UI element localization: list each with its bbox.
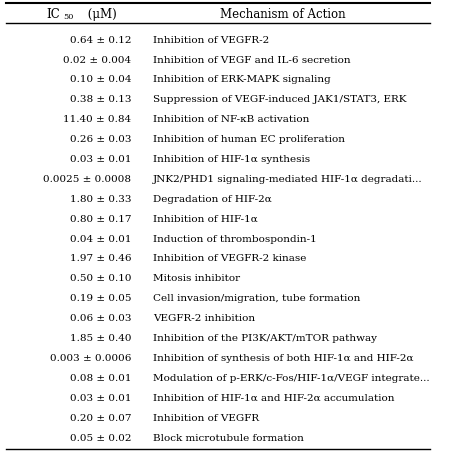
Text: 0.26 ± 0.03: 0.26 ± 0.03 bbox=[70, 135, 131, 144]
Text: Inhibition of HIF-1α synthesis: Inhibition of HIF-1α synthesis bbox=[153, 155, 310, 164]
Text: 11.40 ± 0.84: 11.40 ± 0.84 bbox=[63, 115, 131, 124]
Text: 0.05 ± 0.02: 0.05 ± 0.02 bbox=[70, 434, 131, 443]
Text: Inhibition of VEGFR: Inhibition of VEGFR bbox=[153, 414, 259, 423]
Text: Degradation of HIF-2α: Degradation of HIF-2α bbox=[153, 195, 272, 204]
Text: 0.50 ± 0.10: 0.50 ± 0.10 bbox=[70, 274, 131, 283]
Text: Inhibition of HIF-1α and HIF-2α accumulation: Inhibition of HIF-1α and HIF-2α accumula… bbox=[153, 394, 394, 403]
Text: 0.08 ± 0.01: 0.08 ± 0.01 bbox=[70, 374, 131, 383]
Text: 0.003 ± 0.0006: 0.003 ± 0.0006 bbox=[50, 354, 131, 363]
Text: 50: 50 bbox=[64, 13, 74, 21]
Text: 1.80 ± 0.33: 1.80 ± 0.33 bbox=[70, 195, 131, 204]
Text: Block microtubule formation: Block microtubule formation bbox=[153, 434, 304, 443]
Text: Cell invasion/migration, tube formation: Cell invasion/migration, tube formation bbox=[153, 294, 360, 303]
Text: Modulation of p-ERK/c-Fos/HIF-1α/VEGF integrate...: Modulation of p-ERK/c-Fos/HIF-1α/VEGF in… bbox=[153, 374, 430, 383]
Text: 0.02 ± 0.004: 0.02 ± 0.004 bbox=[63, 55, 131, 64]
Text: 1.97 ± 0.46: 1.97 ± 0.46 bbox=[70, 255, 131, 264]
Text: Inhibition of HIF-1α: Inhibition of HIF-1α bbox=[153, 215, 258, 224]
Text: VEGFR-2 inhibition: VEGFR-2 inhibition bbox=[153, 314, 255, 323]
Text: Suppression of VEGF-induced JAK1/STAT3, ERK: Suppression of VEGF-induced JAK1/STAT3, … bbox=[153, 95, 407, 104]
Text: (μM): (μM) bbox=[84, 8, 117, 21]
Text: 0.03 ± 0.01: 0.03 ± 0.01 bbox=[70, 394, 131, 403]
Text: 1.85 ± 0.40: 1.85 ± 0.40 bbox=[70, 334, 131, 343]
Text: Mitosis inhibitor: Mitosis inhibitor bbox=[153, 274, 240, 283]
Text: 0.19 ± 0.05: 0.19 ± 0.05 bbox=[70, 294, 131, 303]
Text: JNK2/PHD1 signaling-mediated HIF-1α degradati...: JNK2/PHD1 signaling-mediated HIF-1α degr… bbox=[153, 175, 423, 184]
Text: Inhibition of VEGFR-2 kinase: Inhibition of VEGFR-2 kinase bbox=[153, 255, 307, 264]
Text: Inhibition of human EC proliferation: Inhibition of human EC proliferation bbox=[153, 135, 345, 144]
Text: Inhibition of VEGF and IL-6 secretion: Inhibition of VEGF and IL-6 secretion bbox=[153, 55, 351, 64]
Text: 0.03 ± 0.01: 0.03 ± 0.01 bbox=[70, 155, 131, 164]
Text: 0.10 ± 0.04: 0.10 ± 0.04 bbox=[70, 75, 131, 84]
Text: Inhibition of NF-κB activation: Inhibition of NF-κB activation bbox=[153, 115, 310, 124]
Text: 0.20 ± 0.07: 0.20 ± 0.07 bbox=[70, 414, 131, 423]
Text: 0.0025 ± 0.0008: 0.0025 ± 0.0008 bbox=[44, 175, 131, 184]
Text: 0.04 ± 0.01: 0.04 ± 0.01 bbox=[70, 235, 131, 244]
Text: 0.80 ± 0.17: 0.80 ± 0.17 bbox=[70, 215, 131, 224]
Text: IC: IC bbox=[46, 8, 60, 21]
Text: Mechanism of Action: Mechanism of Action bbox=[220, 8, 346, 21]
Text: Inhibition of VEGFR-2: Inhibition of VEGFR-2 bbox=[153, 36, 269, 45]
Text: 0.38 ± 0.13: 0.38 ± 0.13 bbox=[70, 95, 131, 104]
Text: 0.06 ± 0.03: 0.06 ± 0.03 bbox=[70, 314, 131, 323]
Text: Inhibition of synthesis of both HIF-1α and HIF-2α: Inhibition of synthesis of both HIF-1α a… bbox=[153, 354, 414, 363]
Text: Inhibition of ERK-MAPK signaling: Inhibition of ERK-MAPK signaling bbox=[153, 75, 331, 84]
Text: 0.64 ± 0.12: 0.64 ± 0.12 bbox=[70, 36, 131, 45]
Text: Induction of thrombospondin-1: Induction of thrombospondin-1 bbox=[153, 235, 317, 244]
Text: Inhibition of the PI3K/AKT/mTOR pathway: Inhibition of the PI3K/AKT/mTOR pathway bbox=[153, 334, 377, 343]
